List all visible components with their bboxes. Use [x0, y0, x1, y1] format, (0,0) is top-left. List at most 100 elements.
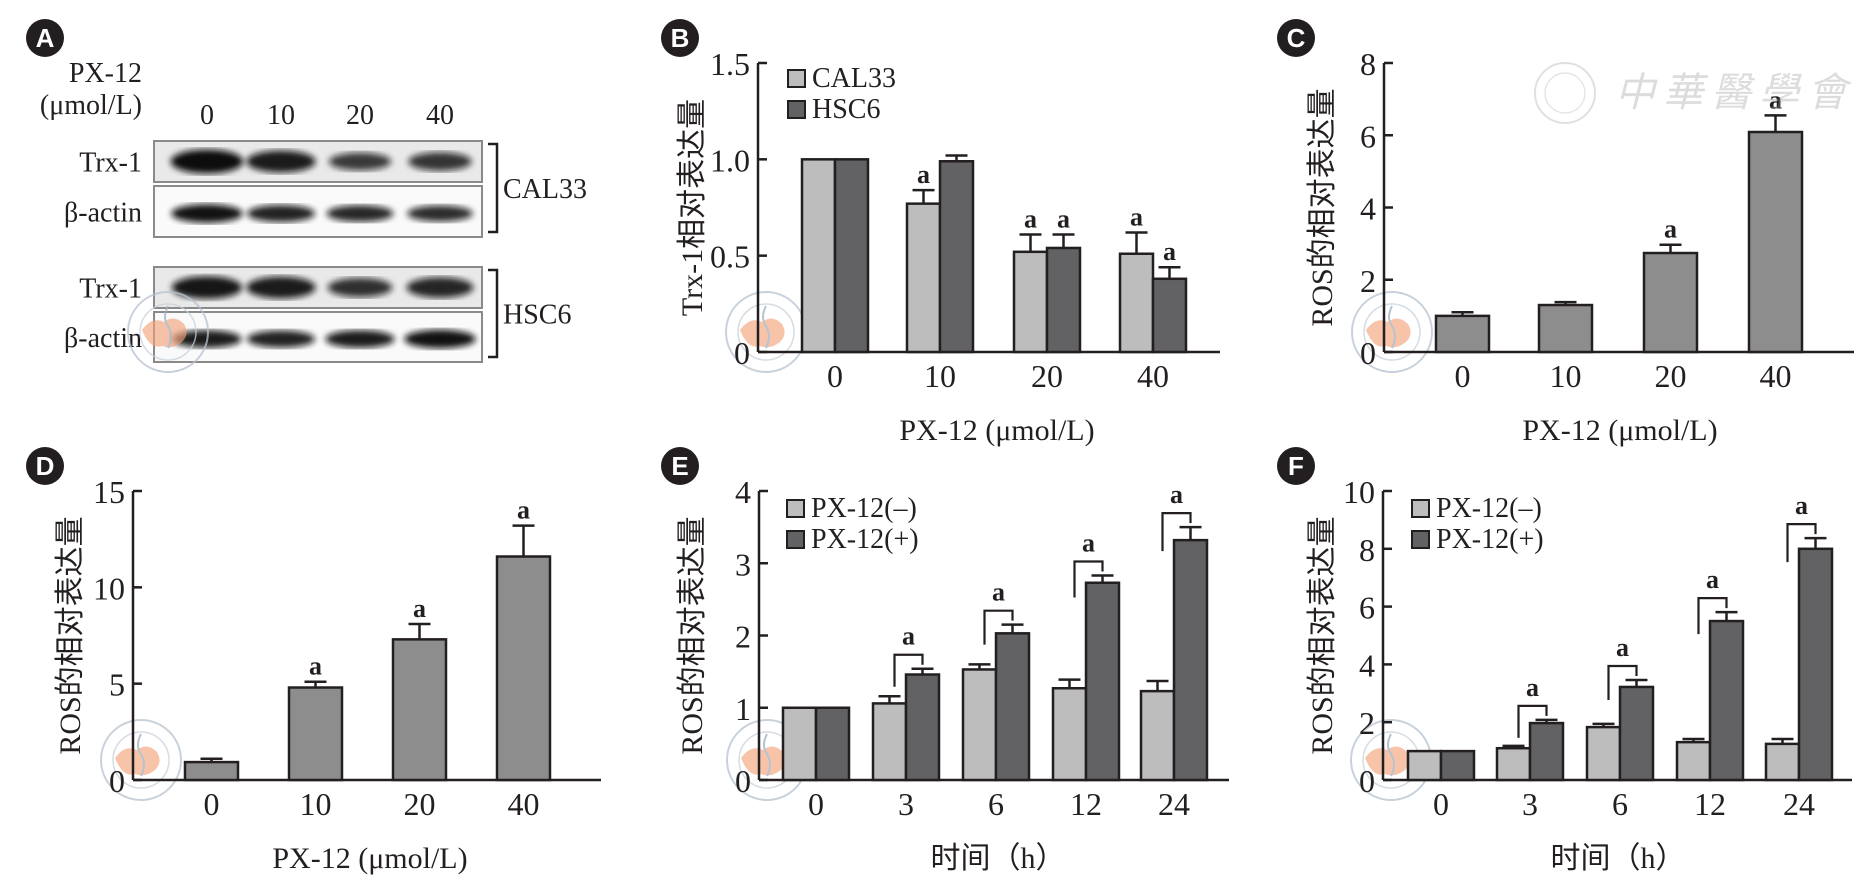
panel-label-text: B	[671, 23, 690, 53]
comparison-bracket	[1073, 560, 1104, 598]
y-tick-label: 0.5	[710, 239, 750, 275]
bar	[814, 706, 851, 782]
seal-inner-ring	[112, 731, 170, 789]
blot-band	[404, 329, 476, 349]
treatment-label: PX-12	[69, 58, 142, 89]
panel-label-f: F	[1277, 447, 1315, 485]
panel-label-b: B	[661, 19, 699, 57]
y-tick-label: 0	[735, 763, 751, 799]
y-axis-title: ROS的相对表达量	[1306, 88, 1339, 326]
comparison-bracket	[1517, 704, 1548, 738]
seal-outer-ring	[100, 719, 182, 801]
panel-label-text: C	[1287, 23, 1306, 53]
seal-inner-ring	[1363, 303, 1421, 361]
x-axis-title: PX-12 (μmol/L)	[272, 842, 467, 875]
y-tick-label: 0	[109, 763, 125, 799]
bar	[961, 668, 998, 782]
panel-label-circle	[661, 447, 699, 485]
bar	[183, 760, 240, 782]
significance-label: a	[1057, 204, 1070, 233]
blot-band	[247, 330, 315, 348]
seal-map-shape	[740, 318, 785, 348]
significance-label: a	[1163, 237, 1176, 266]
legend-swatch	[1411, 530, 1430, 549]
cell-line-label: HSC6	[503, 300, 571, 331]
bar	[495, 555, 552, 782]
y-tick-label: 5	[109, 667, 125, 703]
x-tick-label: 3	[1522, 786, 1538, 822]
x-tick-label: 24	[1158, 786, 1190, 822]
x-tick-label: 10	[924, 358, 956, 394]
x-axis-title: 时间（h）	[931, 842, 1066, 875]
y-tick-label: 2	[1360, 263, 1376, 299]
bar	[871, 702, 908, 782]
bar	[1012, 250, 1049, 354]
y-tick-label: 6	[1359, 590, 1375, 626]
blot-row-label: β-actin	[64, 323, 142, 354]
y-tick-label: 2	[735, 619, 751, 655]
seal-inner-ring	[139, 303, 197, 361]
panel-label-circle	[1277, 19, 1315, 57]
blot-band	[171, 204, 243, 223]
legend-label: CAL33	[812, 63, 896, 94]
seal-staff	[763, 733, 771, 777]
panel-label-text: D	[36, 451, 55, 481]
blot-band	[325, 330, 395, 348]
blot-band	[247, 205, 315, 222]
x-tick-label: 0	[1433, 786, 1449, 822]
y-tick-label: 0	[1359, 763, 1375, 799]
blot-row-label: Trx-1	[79, 148, 142, 179]
significance-label: a	[1024, 204, 1037, 233]
comparison-bracket	[983, 609, 1014, 645]
legend-swatch	[1411, 499, 1430, 518]
y-axis-title: ROS的相对表达量	[54, 516, 87, 754]
blot-band	[171, 276, 243, 299]
x-tick-label: 20	[1655, 358, 1687, 394]
y-tick-label: 1.0	[710, 142, 750, 178]
bar	[1528, 721, 1565, 782]
bar	[1434, 314, 1491, 354]
seal-staff	[1388, 305, 1396, 349]
x-tick-label: 12	[1070, 786, 1102, 822]
y-tick-label: 10	[93, 570, 125, 606]
unit-label: (μmol/L)	[40, 90, 142, 121]
chart-panel-c: 0 2 4 6 8 ROS的相对表达量 0 10 20 40 PX-12 (μmol/L) a a	[1306, 46, 1854, 447]
y-tick-label: 1.5	[710, 46, 750, 82]
lane-label: 10	[267, 100, 295, 131]
x-axis-title: PX-12 (μmol/L)	[899, 414, 1094, 447]
blot-band	[406, 277, 474, 298]
blot-band	[407, 205, 473, 222]
seal-staff	[1387, 733, 1395, 777]
y-tick-label: 3	[735, 546, 751, 582]
significance-label: a	[1706, 565, 1719, 594]
bar	[994, 632, 1031, 782]
bar	[1051, 686, 1088, 782]
blot-band	[326, 205, 394, 222]
lane-label: 20	[346, 100, 374, 131]
x-tick-label: 40	[1137, 358, 1169, 394]
x-tick-label: 24	[1783, 786, 1815, 822]
significance-label: a	[902, 622, 915, 651]
y-tick-label: 4	[1359, 647, 1375, 683]
panel-label-d: D	[26, 447, 64, 485]
bar	[1642, 251, 1699, 354]
legend-label: PX-12(–)	[1436, 493, 1542, 524]
watermark-logo: 中華醫學會	[1534, 62, 1847, 124]
panel-label-circle	[26, 19, 64, 57]
seal-outer-ring	[127, 291, 209, 373]
blot-row-label: Trx-1	[79, 274, 142, 305]
significance-label: a	[917, 160, 930, 189]
blot-band	[327, 277, 393, 298]
y-tick-label: 4	[1360, 191, 1376, 227]
y-tick-label: 1	[735, 691, 751, 727]
panel-label-circle	[26, 447, 64, 485]
watermark-seal-icon	[100, 719, 182, 801]
x-tick-label: 12	[1694, 786, 1726, 822]
lane-label: 0	[200, 100, 214, 131]
x-tick-label: 40	[1760, 358, 1792, 394]
y-tick-label: 8	[1360, 46, 1376, 82]
